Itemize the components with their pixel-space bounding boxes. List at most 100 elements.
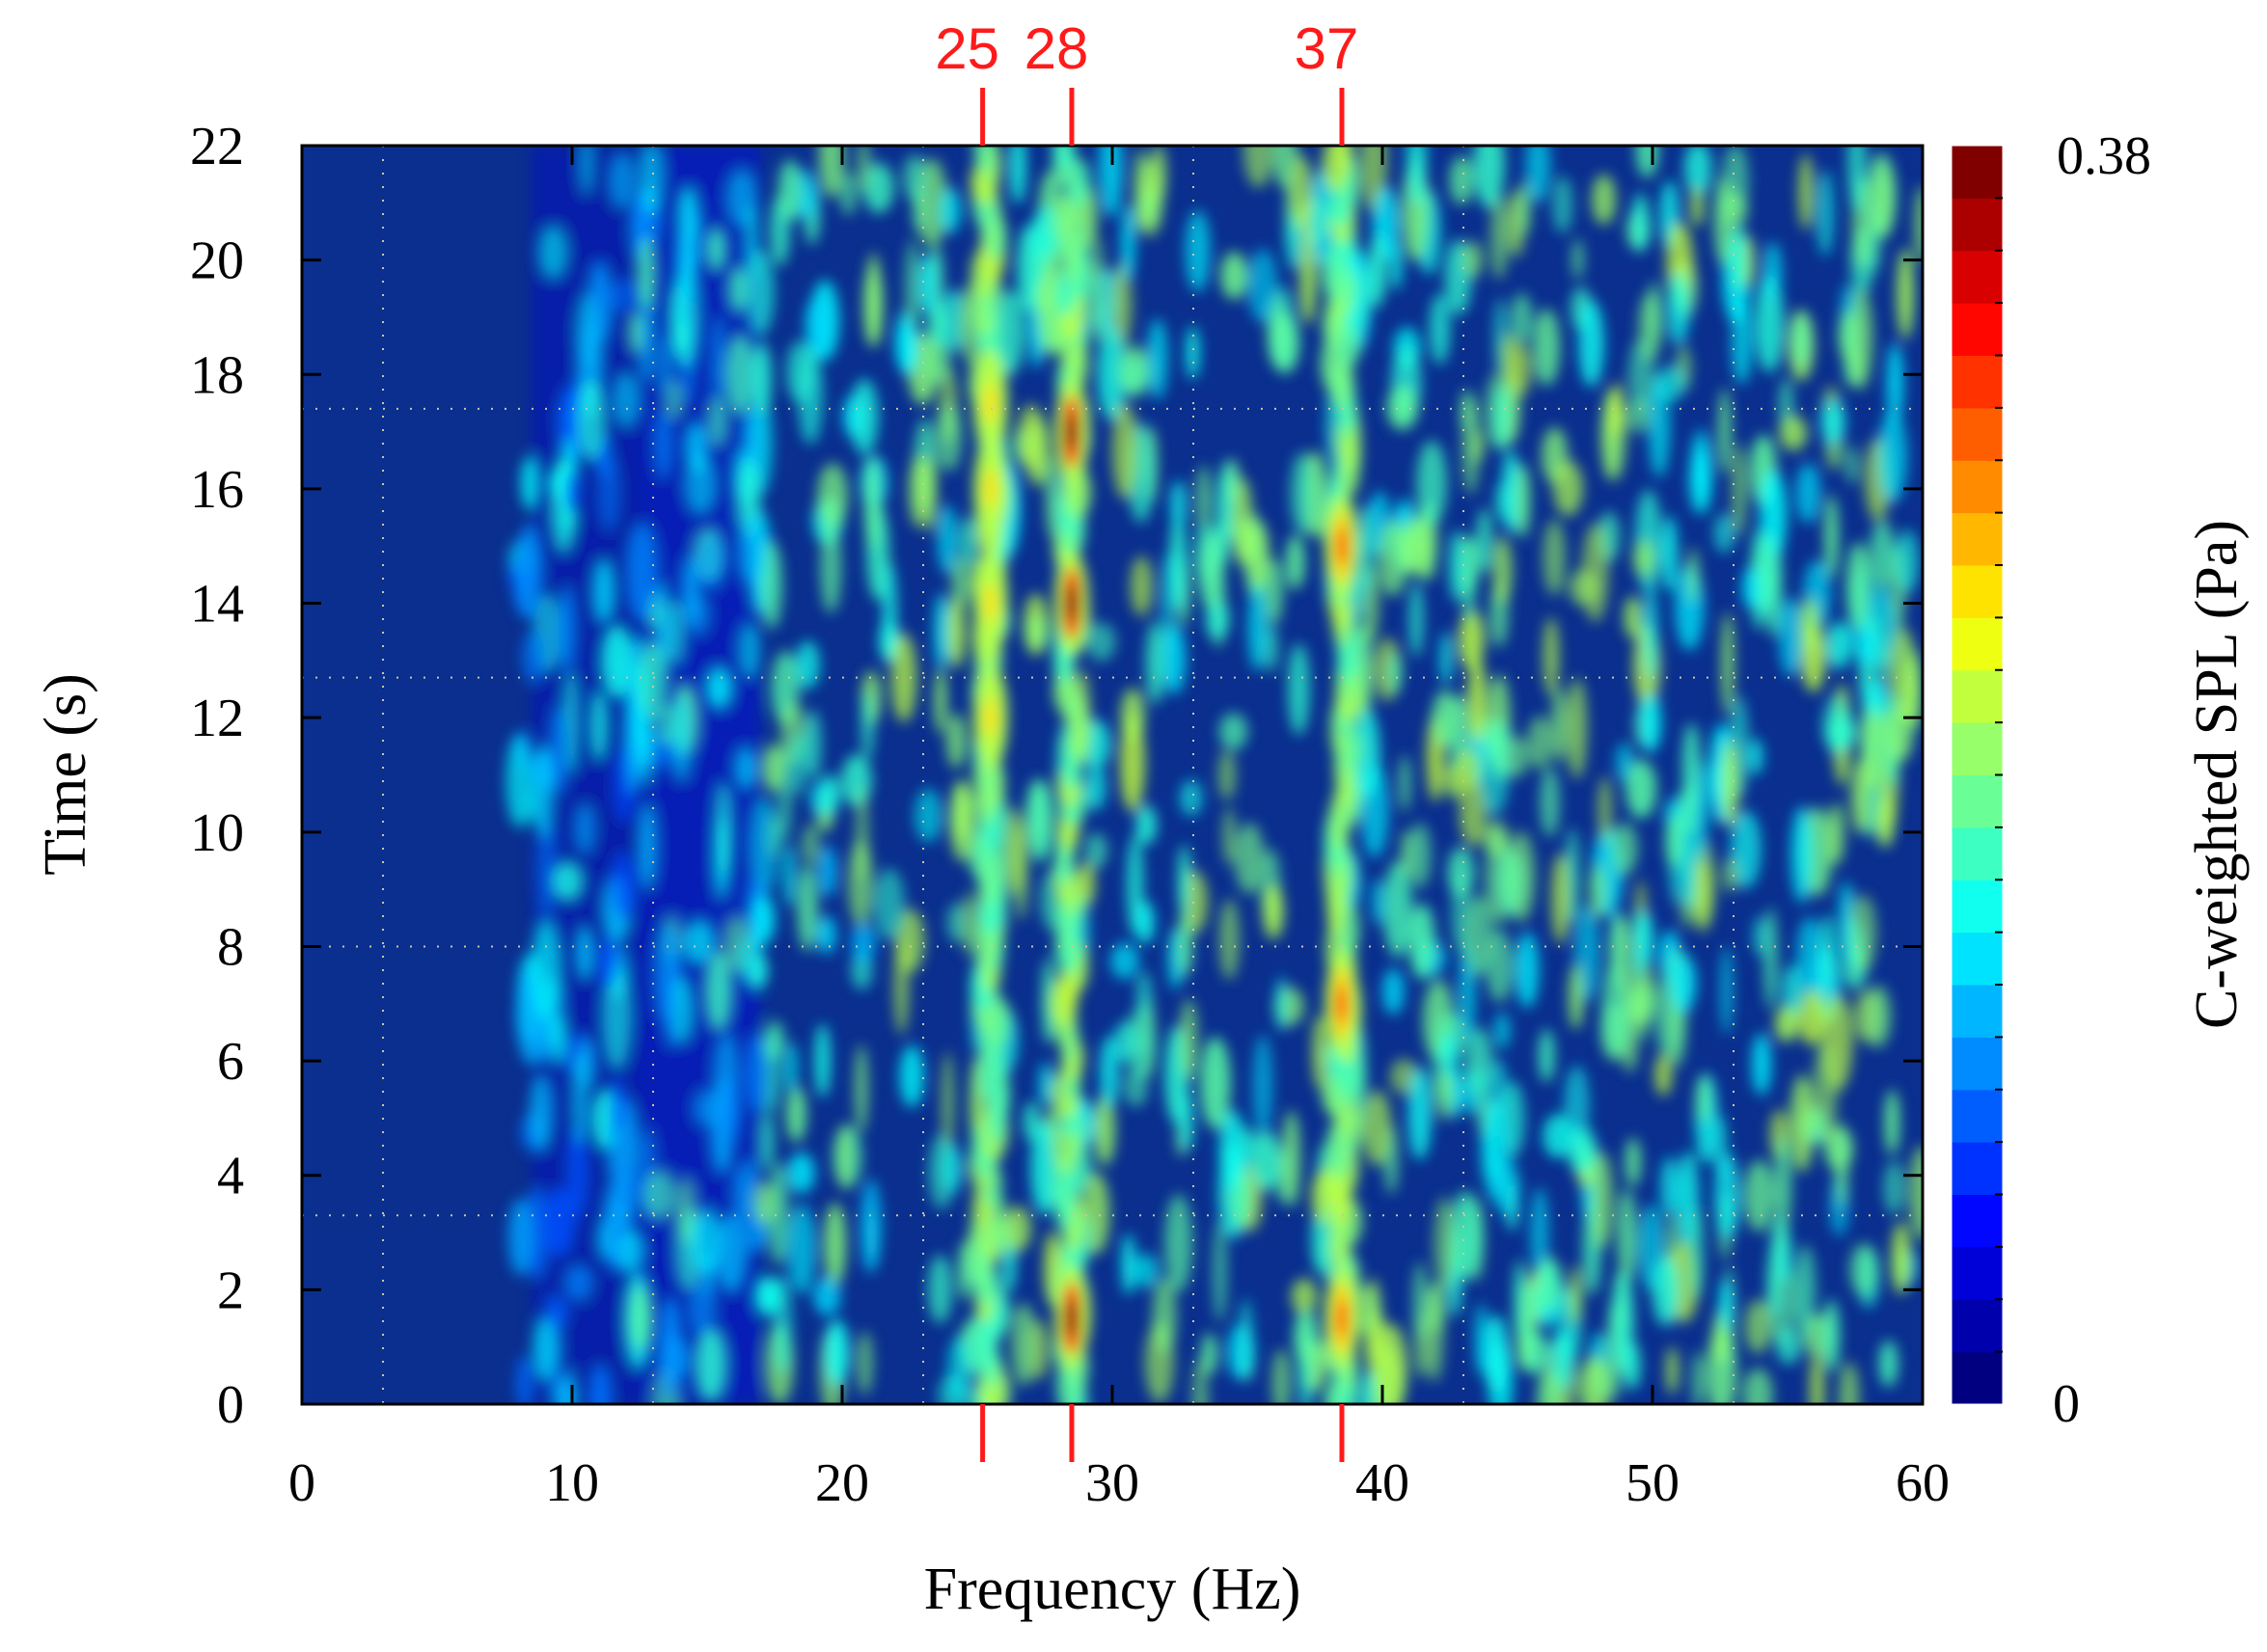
- heat-blob: [1361, 1369, 1377, 1404]
- heat-blob: [1713, 176, 1733, 266]
- heat-blob: [1100, 1036, 1120, 1108]
- heat-blob: [1744, 1299, 1771, 1354]
- heat-blob: [1816, 170, 1835, 257]
- heat-blob: [1681, 809, 1697, 909]
- heat-blob: [936, 402, 963, 472]
- heat-blob: [1766, 1241, 1783, 1317]
- heat-blob: [696, 1328, 726, 1401]
- heat-blob: [945, 713, 967, 769]
- heat-blob: [1458, 609, 1485, 670]
- heat-blob: [691, 1208, 722, 1276]
- heat-blob: [1170, 480, 1187, 528]
- heat-blob: [1218, 899, 1240, 981]
- heat-blob: [1217, 749, 1237, 800]
- heat-blob: [1298, 227, 1317, 326]
- heat-blob: [1789, 1074, 1815, 1173]
- band-segment: [1335, 146, 1353, 176]
- heat-blob: [544, 1294, 569, 1330]
- heat-blob: [1120, 203, 1135, 283]
- heat-blob: [862, 264, 884, 347]
- colorbar-segment: [1952, 880, 2003, 934]
- heat-blob: [1694, 839, 1715, 927]
- heat-blob: [851, 922, 876, 963]
- heat-blob: [1467, 658, 1487, 744]
- heat-blob: [1185, 209, 1211, 292]
- heat-blob: [593, 559, 615, 623]
- heat-blob: [785, 1042, 798, 1095]
- heat-blob: [1652, 1255, 1680, 1327]
- heat-blob: [1635, 146, 1659, 178]
- heat-blob: [1290, 451, 1315, 535]
- heat-blob: [1252, 1034, 1273, 1137]
- heat-blob: [817, 463, 849, 529]
- heat-blob: [1457, 748, 1481, 788]
- heat-blob: [735, 747, 757, 789]
- colorbar-segment: [1952, 1299, 2003, 1353]
- heat-blob: [1110, 262, 1133, 348]
- heat-blob: [610, 277, 639, 313]
- heat-blob: [1722, 741, 1739, 827]
- heat-blob: [1293, 1309, 1319, 1366]
- heat-blob: [1491, 1157, 1520, 1215]
- heat-blob: [1792, 311, 1810, 369]
- heat-blob: [1005, 807, 1025, 897]
- heat-blob: [760, 1111, 775, 1171]
- heat-blob: [1369, 233, 1386, 309]
- heat-blob: [1728, 222, 1748, 292]
- heat-blob: [1826, 713, 1856, 751]
- heat-blob: [873, 868, 905, 940]
- heat-blob: [1533, 309, 1561, 387]
- heat-blob: [1527, 716, 1553, 770]
- y-tick-label: 0: [217, 1375, 244, 1435]
- heat-blob: [1718, 1279, 1733, 1331]
- heat-blob: [1567, 678, 1588, 779]
- heat-blob: [1530, 1187, 1549, 1281]
- heat-blob: [745, 203, 758, 281]
- heat-blob: [656, 703, 678, 746]
- heat-blob: [914, 788, 942, 843]
- colorbar-min-label: 0: [2053, 1374, 2080, 1434]
- heat-blob: [1145, 621, 1165, 705]
- heat-blob: [1461, 394, 1481, 495]
- heat-blob: [856, 1331, 874, 1395]
- heat-blob: [1178, 844, 1190, 916]
- heat-blob: [725, 335, 755, 416]
- heat-blob: [1232, 477, 1253, 567]
- heat-blob: [1878, 1340, 1898, 1388]
- heat-blob: [825, 1318, 850, 1387]
- heat-blob: [1877, 410, 1907, 503]
- heat-blob: [1493, 1012, 1511, 1050]
- heat-blob: [1177, 908, 1193, 977]
- colorbar-segment: [1952, 1246, 2003, 1300]
- heat-blob: [1690, 428, 1712, 499]
- heat-blob: [521, 630, 545, 684]
- heat-blob: [1625, 397, 1651, 434]
- heat-blob: [850, 378, 879, 455]
- heat-blob: [1909, 1145, 1923, 1240]
- heat-blob: [1518, 1282, 1539, 1370]
- heat-blob: [529, 1075, 553, 1151]
- heatmap-field: [505, 146, 1923, 1404]
- band-peak-core: [1336, 1299, 1348, 1339]
- heat-blob: [1164, 1194, 1193, 1293]
- x-axis-title: Frequency (Hz): [924, 1557, 1301, 1622]
- heat-blob: [743, 406, 763, 474]
- heat-blob: [1133, 1253, 1160, 1288]
- heat-blob: [1371, 878, 1385, 926]
- heat-blob: [609, 153, 637, 208]
- heat-blob: [505, 734, 533, 828]
- heat-blob: [1198, 532, 1223, 610]
- heat-blob: [1218, 1109, 1245, 1190]
- heat-blob: [1866, 679, 1888, 718]
- band-peak-core: [985, 469, 997, 508]
- heat-blob: [705, 951, 731, 1031]
- y-tick-label: 10: [190, 803, 244, 863]
- heat-blob: [566, 1124, 588, 1219]
- heat-blob: [683, 921, 715, 964]
- frequency-marker-label: 37: [1295, 16, 1359, 81]
- colorbar-segment: [1952, 617, 2003, 671]
- heat-blob: [1822, 1299, 1840, 1372]
- heat-blob: [1509, 343, 1532, 397]
- heat-blob: [626, 523, 658, 621]
